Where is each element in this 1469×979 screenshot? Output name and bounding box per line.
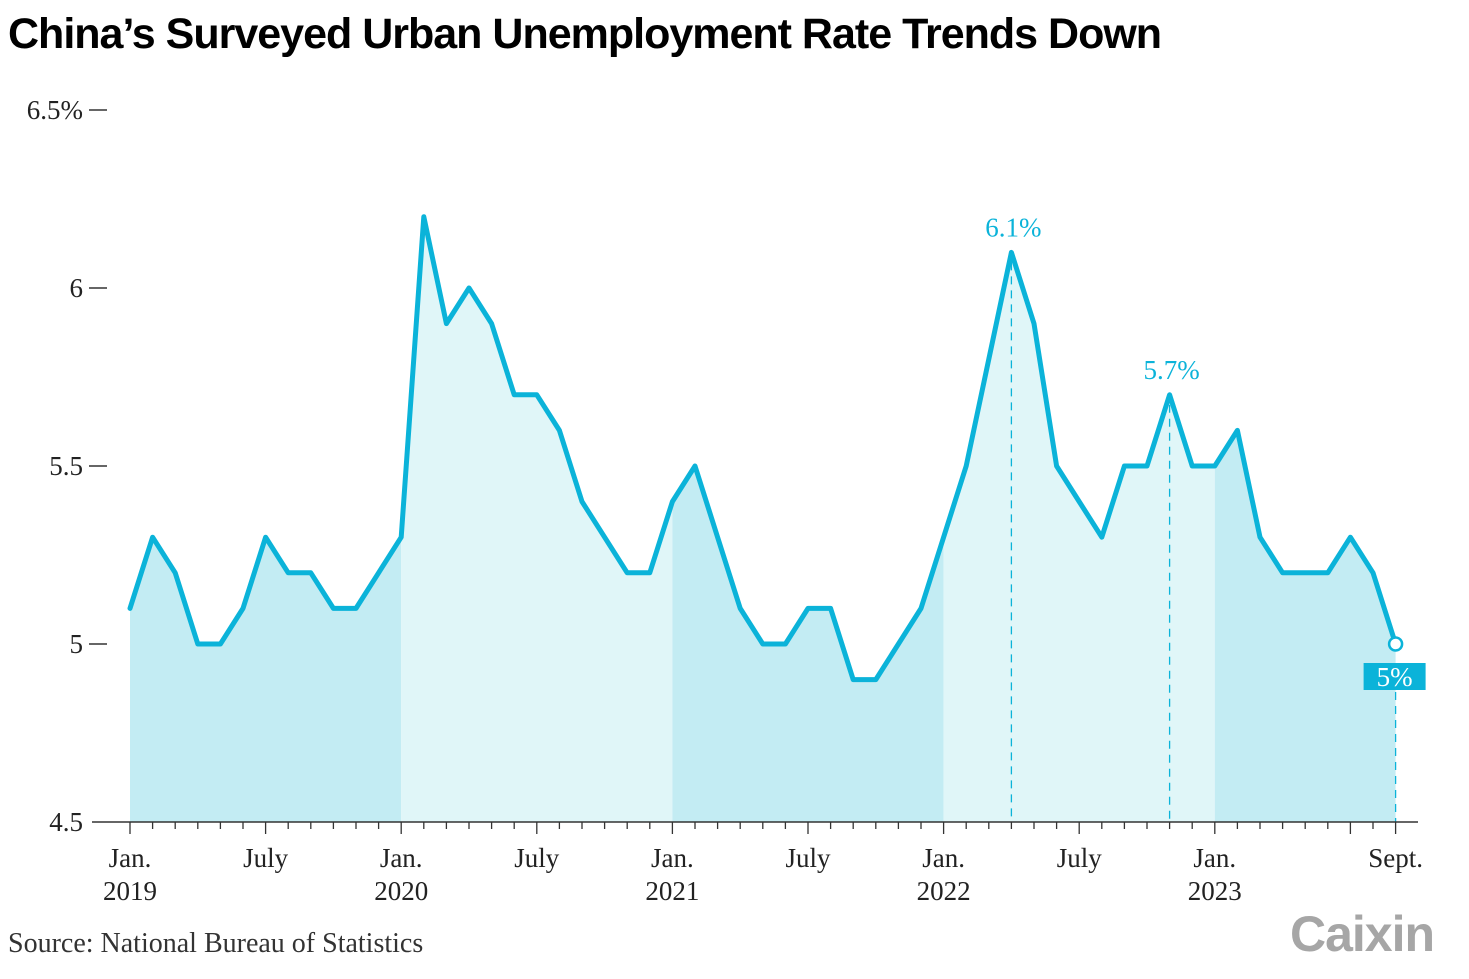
x-tick-label: Sept. xyxy=(1368,843,1423,873)
source-note: Source: National Bureau of Statistics xyxy=(8,928,424,959)
y-tick-label: 4.5 xyxy=(49,807,83,837)
year-bands xyxy=(130,216,1396,823)
x-tick-label: Jan. xyxy=(380,843,423,873)
x-tick-year-label: 2022 xyxy=(917,876,971,906)
y-tick-label: 6.5% xyxy=(27,95,83,125)
area-band-2022 xyxy=(943,252,1215,822)
annotations: 6.1% 5.7% 5% xyxy=(985,212,1426,692)
latest-value-label: 5% xyxy=(1377,662,1413,692)
x-tick-label: Jan. xyxy=(1193,843,1236,873)
x-tick-label: July xyxy=(1057,843,1103,873)
x-tick-label: July xyxy=(514,843,560,873)
caixin-logo: Caixin xyxy=(1290,906,1435,962)
series-line xyxy=(127,214,1399,683)
peak-value-label: 5.7% xyxy=(1143,355,1199,385)
peak-value-label: 6.1% xyxy=(985,212,1041,242)
x-tick-year-label: 2019 xyxy=(103,876,157,906)
latest-value-box xyxy=(1363,663,1426,690)
annotation-guides xyxy=(1010,262,1397,822)
x-tick-year-label: 2020 xyxy=(374,876,428,906)
x-tick-label: July xyxy=(243,843,289,873)
x-tick-year-label: 2021 xyxy=(645,876,699,906)
area-band-2023 xyxy=(1214,430,1396,822)
y-tick-label: 5.5 xyxy=(49,451,83,481)
x-tick-label: Jan. xyxy=(651,843,694,873)
x-tick-label: Jan. xyxy=(109,843,152,873)
area-band-2021 xyxy=(672,466,944,822)
chart-title: China’s Surveyed Urban Unemployment Rate… xyxy=(8,10,1162,58)
y-tick-label: 6 xyxy=(70,273,84,303)
x-tick-year-label: 2023 xyxy=(1188,876,1242,906)
y-tick-label: 5 xyxy=(70,629,84,659)
area-band-2019 xyxy=(130,537,402,822)
area-band-2020 xyxy=(401,216,673,823)
x-tick-label: July xyxy=(785,843,831,873)
series-layer xyxy=(127,214,1399,683)
x-tick-label: Jan. xyxy=(922,843,965,873)
endpoint-marker xyxy=(1387,636,1404,652)
